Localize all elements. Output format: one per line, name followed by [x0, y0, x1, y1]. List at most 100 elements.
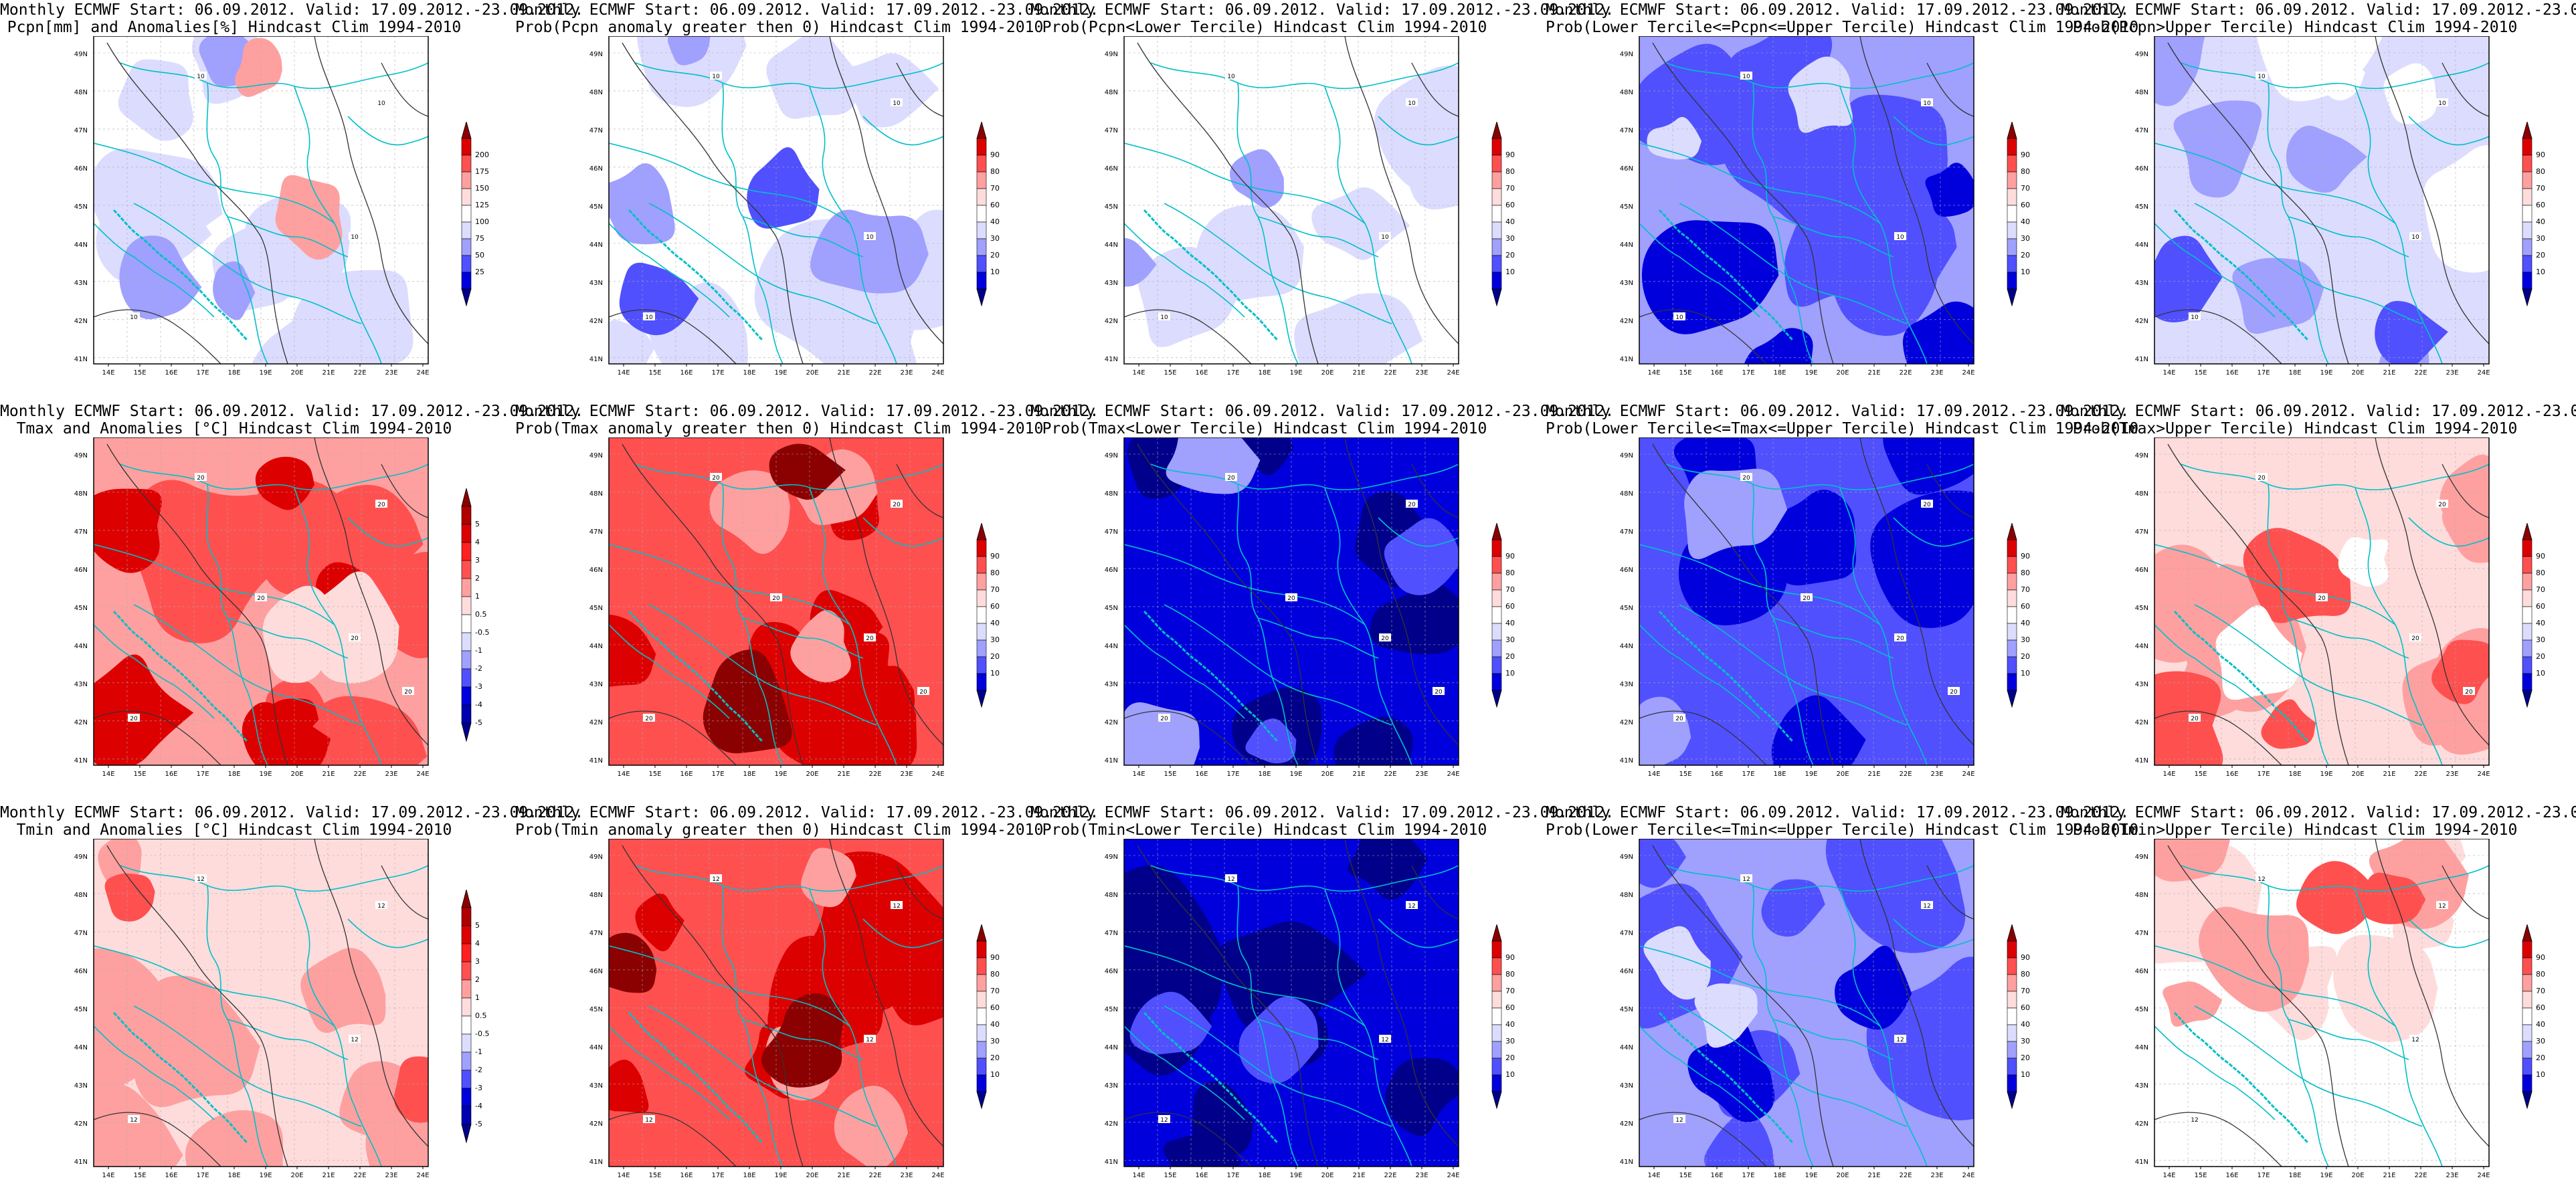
country-border — [1639, 223, 1760, 318]
colorbar-segment — [461, 1015, 472, 1035]
lat-tick-label: 43N — [2135, 681, 2148, 688]
colorbar-tick-label: 30 — [990, 234, 1000, 243]
contour-label: 20 — [1742, 475, 1750, 482]
lon-tick-label: 22E — [868, 771, 881, 778]
field-shade — [119, 235, 202, 320]
colorbar-segment — [2522, 556, 2533, 574]
lat-tick-label: 41N — [2135, 356, 2148, 363]
colorbar-tick-label: 40 — [990, 1020, 1000, 1029]
lon-tick-label: 20E — [1836, 1172, 1849, 1179]
lon-tick-label: 18E — [2288, 1172, 2301, 1179]
lon-tick-label: 22E — [1384, 369, 1396, 377]
colorbar-segment — [976, 288, 987, 307]
colorbar-tick-label: 30 — [2021, 635, 2030, 644]
colorbar-segment — [1491, 623, 1502, 641]
forecast-map: 12 12 12 12 14E 15E 16E 17E 18E 19E 20E 21E 22E 23E 24… — [93, 839, 430, 1179]
lat-tick-label: 48N — [1620, 490, 1633, 498]
contour-line — [1124, 309, 1252, 364]
lat-tick-label: 45N — [1620, 1006, 1633, 1013]
contour-line — [896, 865, 943, 920]
lon-tick-label: 23E — [1930, 369, 1943, 377]
lat-tick-label: 45N — [74, 203, 88, 211]
country-border — [2154, 945, 2396, 1027]
contour-line — [2154, 309, 2282, 364]
colorbar-tick-label: 90 — [2021, 953, 2030, 962]
lat-tick-label: 44N — [74, 1044, 88, 1051]
colorbar-segment — [976, 1024, 987, 1042]
lat-axis: 49N 48N 47N 46N 45N 44N 43N 42N 41N — [589, 854, 603, 1166]
panel-title-variable: Prob(Lower Tercile<=Tmax<=Upper Tercile)… — [1546, 420, 2139, 437]
colorbar-segment — [1491, 1058, 1502, 1076]
lat-tick-label: 48N — [74, 892, 88, 899]
lat-tick-label: 46N — [74, 567, 88, 574]
field-shade — [761, 993, 844, 1088]
lat-tick-label: 46N — [589, 968, 603, 975]
contour-label-box — [2409, 1035, 2421, 1043]
lat-tick-label: 49N — [1620, 854, 1633, 861]
lat-tick-label: 44N — [1105, 643, 1118, 650]
lat-tick-label: 44N — [589, 643, 603, 650]
colorbar-tick-label: 10 — [1505, 268, 1515, 276]
lon-tick-label: 15E — [2194, 1172, 2207, 1179]
colorbar-segment — [461, 524, 472, 543]
lat-tick-label: 46N — [1105, 165, 1118, 173]
contour-line — [2442, 62, 2489, 117]
lon-tick-label: 18E — [1773, 1172, 1786, 1179]
lat-tick-label: 43N — [1105, 280, 1118, 287]
colorbar-segment — [2007, 171, 2017, 189]
colorbar-segment — [2007, 556, 2017, 574]
map-field: 12 12 12 12 — [94, 839, 428, 1167]
field-shade — [1294, 293, 1423, 364]
contour-line — [94, 1112, 221, 1167]
colorbar-segment — [2007, 138, 2017, 156]
colorbar-tick-label: 80 — [2021, 569, 2030, 577]
colorbar-segment — [2522, 1091, 2533, 1110]
lat-tick-label: 43N — [1105, 681, 1118, 688]
panel-title-variable: Prob(Lower Tercile<=Pcpn<=Upper Tercile)… — [1546, 19, 2139, 36]
field-shade — [609, 320, 655, 364]
map-frame — [1639, 36, 1974, 365]
colorbar-segment — [2522, 673, 2533, 691]
colorbar-segment — [2522, 690, 2533, 708]
colorbar-segment — [2522, 1058, 2533, 1076]
lon-tick-label: 14E — [617, 369, 630, 377]
country-border — [227, 216, 349, 258]
map-frame — [93, 437, 429, 766]
lon-tick-label: 19E — [1289, 771, 1302, 778]
country-border — [2288, 617, 2409, 659]
colorbar-segment — [2522, 974, 2533, 992]
colorbar-tick-label: 3 — [475, 556, 480, 565]
map-frame — [2154, 839, 2490, 1167]
lon-tick-label: 20E — [290, 771, 303, 778]
colorbar-segment — [1491, 673, 1502, 691]
panel-title-variable: Tmax and Anomalies [°C] Hindcast Clim 19… — [16, 420, 452, 437]
contour-line — [896, 62, 943, 117]
lat-tick-label: 49N — [2135, 51, 2148, 58]
lon-tick-label: 15E — [1164, 771, 1176, 778]
lat-tick-label: 48N — [1105, 892, 1118, 899]
colorbar-segment — [2522, 205, 2533, 223]
colorbar: 90 80 70 60 40 30 20 10 — [1491, 924, 1515, 1110]
panel-title-header: Monthly ECMWF Start: 06.09.2012. Valid: … — [1546, 403, 2130, 420]
lon-tick-label: 17E — [2257, 1172, 2270, 1179]
lon-tick-label: 20E — [806, 1172, 818, 1179]
colorbar-tick-label: 40 — [2536, 217, 2545, 226]
lon-tick-label: 21E — [1867, 771, 1880, 778]
colorbar-tick-label: 10 — [2021, 268, 2030, 276]
colorbar-tick-label: 80 — [1505, 569, 1515, 577]
colorbar: 90 80 70 60 40 30 20 10 — [2522, 924, 2545, 1110]
lat-axis: 49N 48N 47N 46N 45N 44N 43N 42N 41N — [1620, 452, 1633, 765]
lat-tick-label: 43N — [2135, 1082, 2148, 1090]
colorbar-tick-label: 10 — [990, 669, 1000, 678]
country-border — [94, 544, 335, 625]
contour-label: 12 — [1381, 1037, 1388, 1043]
lon-tick-label: 18E — [2288, 369, 2301, 377]
colorbar-tick-label: -2 — [475, 1066, 482, 1074]
field-shade — [242, 702, 331, 765]
colorbar-segment — [461, 1106, 472, 1125]
colorbar-segment — [461, 122, 472, 139]
contour-label-box — [710, 72, 722, 80]
lon-tick-label: 20E — [290, 369, 303, 377]
colorbar-segment — [2007, 238, 2017, 256]
lon-tick-label: 22E — [2414, 771, 2427, 778]
